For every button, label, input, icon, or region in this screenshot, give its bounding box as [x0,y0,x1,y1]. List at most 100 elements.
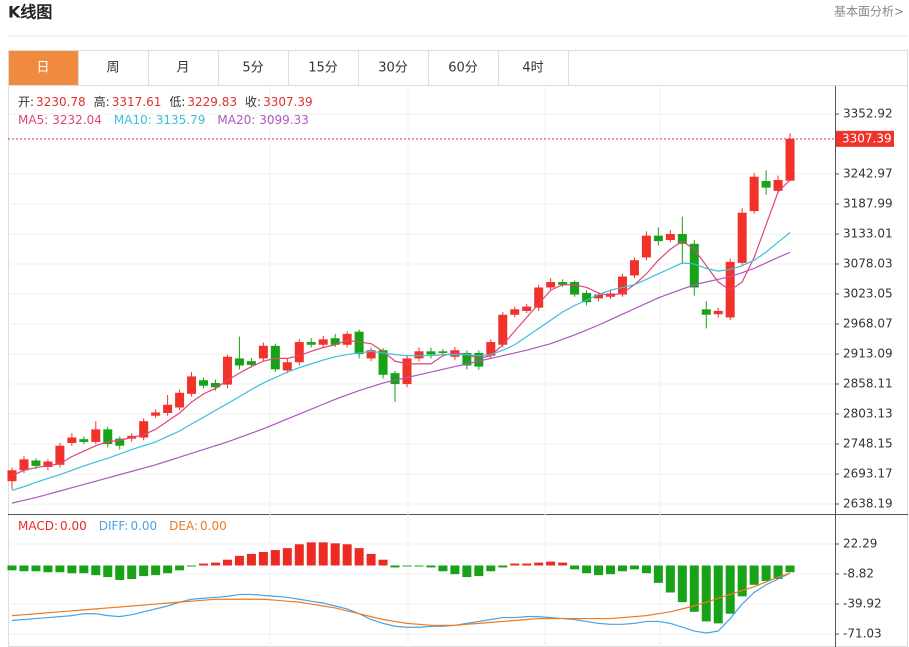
candle-body [689,243,699,288]
tab-label[interactable]: 日 [36,61,49,76]
candle-body [330,338,340,345]
readout-part: 3230.78 [36,95,86,109]
candle-body [199,380,209,386]
macd-bar [749,565,759,585]
candle-body [737,212,747,263]
readout-part: 高: [94,94,110,109]
tab[interactable] [8,50,79,86]
macd-bar [306,542,316,566]
macd-bar [7,565,17,571]
macd-bar [510,563,520,566]
candle-body [438,351,448,353]
y-tick-label: -8.82 [843,566,874,580]
tab[interactable] [78,50,149,86]
candle-body [414,351,424,359]
candle-body [246,361,256,365]
y-tick-label: 3242.97 [843,166,893,180]
candle-body [641,235,651,258]
macd-bar [222,559,232,566]
macd-bar [115,565,125,580]
y-tick-label: 3352.92 [843,107,893,121]
macd-bar [665,565,675,593]
candle-body [402,358,412,385]
tab-label[interactable]: 30分 [378,61,408,76]
readout-part: DEA: [169,519,198,533]
fundamental-link[interactable]: 基本面分析> [834,5,904,19]
y-tick-label: -71.03 [843,626,882,640]
tab-label[interactable]: 15分 [308,61,338,76]
macd-bar [175,565,185,571]
macd-bar [151,565,161,576]
macd-bar [689,565,699,612]
candle-body [55,445,65,465]
macd-bar [426,565,436,568]
candle-body [366,350,376,359]
chart-frame [8,50,908,647]
macd-bar [210,562,220,566]
candle-body [558,282,568,285]
tab[interactable] [358,50,429,86]
candle-body [522,306,532,311]
ma-line [11,251,791,504]
candle-body [378,350,388,375]
candle-body [318,339,328,345]
tab[interactable] [428,50,499,86]
readout-part: 低: [169,95,185,109]
macd-bar [294,544,304,566]
candle-body [701,309,711,315]
candle-body [773,179,783,191]
macd-bar [31,565,41,572]
candle-body [510,309,520,315]
candle-body [294,342,304,363]
candle-body [282,362,292,371]
macd-bar [139,565,149,577]
tab[interactable] [498,50,569,86]
candle-body [677,234,687,244]
readout-part: 3307.39 [263,95,313,109]
candle-body [785,138,795,181]
candle-body [115,438,125,446]
readout-part: 3135.79 [156,113,206,127]
candle-body [163,404,173,413]
y-tick-label: 22.29 [843,536,877,550]
readout-part: MA10: [114,113,152,127]
readout-part: 3232.04 [52,113,102,127]
candle-body [498,314,508,345]
macd-bar [199,563,209,566]
candle-body [187,376,197,394]
macd-bar [677,565,687,603]
macd-bar [522,563,532,566]
macd-bar [19,565,29,572]
macd-bar [163,565,173,574]
macd-bar [629,565,639,570]
macd-bar [402,565,412,567]
macd-bar [534,562,544,566]
tab-label[interactable]: 月 [176,61,189,76]
candle-body [713,310,723,315]
y-tick-label: 3133.01 [843,226,893,240]
macd-bar [282,548,292,566]
candle-body [629,260,639,276]
readout: MA5: 3232.04 MA10: 3135.79 MA20: 3099.33 [18,113,309,127]
macd-bar [318,542,328,566]
candle-body [67,437,77,443]
candle-body [139,421,149,438]
tab-label[interactable]: 60分 [448,61,478,76]
candle-body [474,352,484,367]
macd-bar [103,565,113,578]
candle-body [594,294,604,299]
macd-bar [498,565,508,568]
y-tick-label: 2693.17 [843,466,893,480]
y-tick-label: 2803.13 [843,406,893,420]
tab-label[interactable]: 4时 [522,61,543,76]
candle-body [222,356,232,385]
macd-bar [414,565,424,567]
y-tick-label: 2913.09 [843,346,893,360]
tab-label[interactable]: 5分 [242,61,263,76]
macd-bar [737,565,747,597]
macd-bar [785,565,795,573]
tab-label[interactable]: 周 [106,61,119,76]
macd-bar [43,565,53,573]
last-price-label: 3307.39 [842,131,892,145]
macd-bar [79,565,89,574]
